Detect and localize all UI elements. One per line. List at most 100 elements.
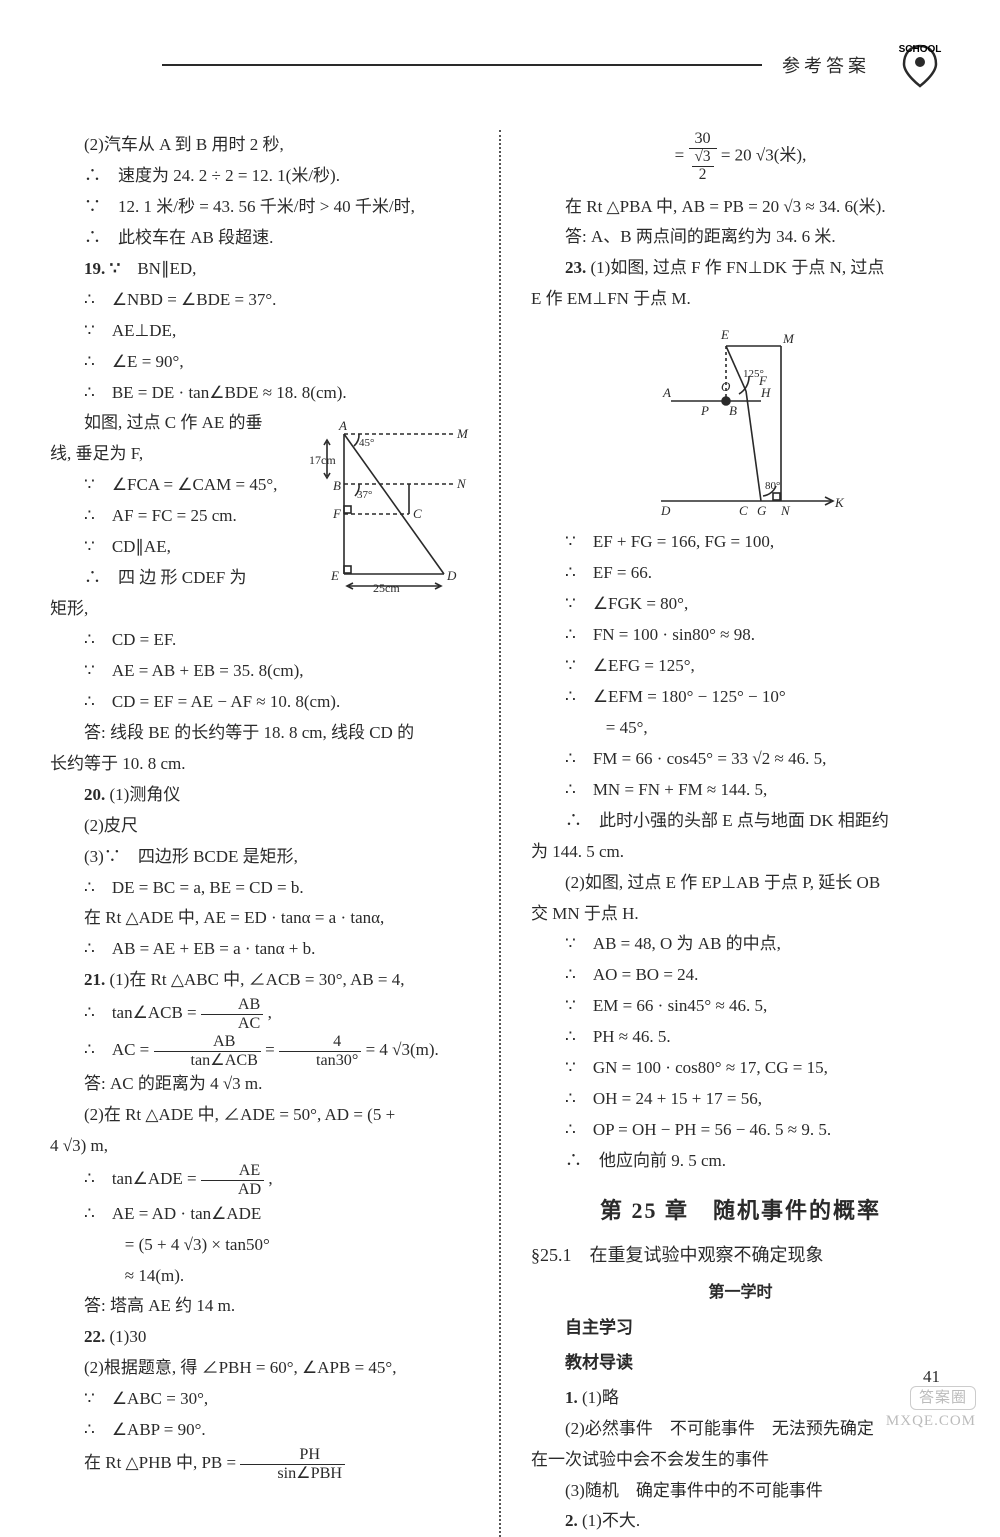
text-line: ∴ BE = DE · tan∠BDE ≈ 18. 8(cm). <box>50 378 469 409</box>
text-line: 23. (1)如图, 过点 F 作 FN⊥DK 于点 N, 过点 <box>531 253 950 284</box>
svg-text:D: D <box>446 568 457 583</box>
text-line: ∴ 此校车在 AB 段超速. <box>50 223 469 254</box>
text-line: ∴ DE = BC = a, BE = CD = b. <box>50 873 469 904</box>
text-line: 20. (1)测角仪 <box>50 780 469 811</box>
svg-text:45°: 45° <box>359 437 374 449</box>
svg-text:D: D <box>660 503 671 518</box>
fraction: 30 √32 <box>689 130 717 184</box>
header-title: 参考答案 <box>782 52 870 78</box>
text-line: ∴ 四 边 形 CDEF 为 <box>50 563 303 594</box>
left-column: (2)汽车从 A 到 B 用时 2 秒, ∴ 速度为 24. 2 ÷ 2 = 1… <box>50 130 479 1537</box>
fraction: ABtan∠ACB <box>154 1033 261 1070</box>
eq-line: ∴ tan∠ACB = ABAC , <box>50 996 469 1033</box>
text-line: = 45°, <box>531 713 950 744</box>
text-line: ∵ EM = 66 · sin45° ≈ 46. 5, <box>531 991 950 1022</box>
eq-line: ∴ AC = ABtan∠ACB = 4tan30° = 4 √3(m). <box>50 1033 469 1070</box>
geometry-diagram-2: E M A P B H O F D C G N K 125° 80° <box>631 321 851 521</box>
column-divider <box>499 130 501 1537</box>
text-span: = 20 √3(米), <box>721 146 807 165</box>
svg-text:C: C <box>413 506 422 521</box>
text-line: 在一次试验中会不会发生的事件 <box>531 1445 950 1476</box>
item-number: 20. <box>84 785 110 804</box>
text-line: ∴ ∠NBD = ∠BDE = 37°. <box>50 285 469 316</box>
text-line: 22. (1)30 <box>50 1322 469 1353</box>
text-line: (2)汽车从 A 到 B 用时 2 秒, <box>50 130 469 161</box>
school-logo-icon: SCHOOL <box>890 40 950 90</box>
text-span: (1)不大. <box>582 1511 640 1530</box>
text-line: ∵ AE = AB + EB = 35. 8(cm), <box>50 656 469 687</box>
item-number: 19. ∵ <box>84 259 137 278</box>
text-line: 答: A、B 两点间的距离约为 34. 6 米. <box>531 222 950 253</box>
text-line: ∴ AB = AE + EB = a · tanα + b. <box>50 934 469 965</box>
section-title: 在重复试验中观察不确定现象 <box>590 1245 824 1265</box>
text-line: ∵ ∠ABC = 30°, <box>50 1384 469 1415</box>
text-span: ∴ tan∠ACB = <box>84 1003 201 1022</box>
page-number: 41 <box>923 1367 940 1387</box>
text-line: ∵ AB = 48, O 为 AB 的中点, <box>531 929 950 960</box>
text-line: ∴ AO = BO = 24. <box>531 960 950 991</box>
text-line: 21. (1)在 Rt △ABC 中, ∠ACB = 30°, AB = 4, <box>50 965 469 996</box>
text-line: 交 MN 于点 H. <box>531 899 950 930</box>
header-rule <box>162 64 762 66</box>
text-line: ∵ EF + FG = 166, FG = 100, <box>531 527 950 558</box>
fraction: 4tan30° <box>279 1033 361 1070</box>
text-span: (1)如图, 过点 F 作 FN⊥DK 于点 N, 过点 <box>591 258 885 277</box>
watermark-url: MXQE.COM <box>886 1413 976 1429</box>
item-number: 1. <box>565 1388 582 1407</box>
svg-text:M: M <box>456 426 469 441</box>
text-line: ∴ AF = FC = 25 cm. <box>50 501 303 532</box>
svg-text:B: B <box>729 403 737 418</box>
text-line: ∴ 速度为 24. 2 ÷ 2 = 12. 1(米/秒). <box>50 161 469 192</box>
svg-text:SCHOOL: SCHOOL <box>899 44 942 55</box>
text-line: 19. ∵ BN∥ED, <box>50 254 469 285</box>
text-line: 2. (1)不大. <box>531 1506 950 1537</box>
svg-text:B: B <box>333 478 341 493</box>
svg-text:25cm: 25cm <box>373 581 400 594</box>
svg-text:125°: 125° <box>743 368 764 380</box>
text-line: 答: 塔高 AE 约 14 m. <box>50 1291 469 1322</box>
svg-text:37°: 37° <box>357 489 372 501</box>
text-line: ∵ AE⊥DE, <box>50 316 469 347</box>
text-line: (3)∵ 四边形 BCDE 是矩形, <box>50 842 469 873</box>
svg-text:A: A <box>338 418 347 433</box>
svg-text:E: E <box>720 327 729 342</box>
text-span: (1)略 <box>582 1388 619 1407</box>
text-line: ≈ 14(m). <box>50 1261 469 1292</box>
text-line: ∴ 他应向前 9. 5 cm. <box>531 1146 950 1177</box>
text-line: ∵ ∠EFG = 125°, <box>531 651 950 682</box>
text-span: (1)30 <box>110 1327 147 1346</box>
text-line: ∴ FM = 66 · cos45° = 33 √2 ≈ 46. 5, <box>531 744 950 775</box>
section-number: §25.1 <box>531 1245 572 1265</box>
text-span: , <box>268 1169 272 1188</box>
text-line: 长约等于 10. 8 cm. <box>50 749 469 780</box>
text-line: 答: 线段 BE 的长约等于 18. 8 cm, 线段 CD 的 <box>50 718 469 749</box>
item-number: 2. <box>565 1511 582 1530</box>
text-line: 如图, 过点 C 作 AE 的垂 <box>50 408 303 439</box>
text-line: ∴ OP = OH − PH = 56 − 46. 5 ≈ 9. 5. <box>531 1115 950 1146</box>
text-span: (1)测角仪 <box>110 785 181 804</box>
svg-text:N: N <box>780 503 791 518</box>
text-line: ∴ MN = FN + FM ≈ 144. 5, <box>531 775 950 806</box>
page-header: 参考答案 SCHOOL <box>162 40 950 90</box>
text-line: ∴ EF = 66. <box>531 558 950 589</box>
self-study-label: 自主学习 <box>531 1313 950 1344</box>
text-line: ∴ 此时小强的头部 E 点与地面 DK 相距约 <box>531 806 950 837</box>
svg-text:G: G <box>757 503 767 518</box>
chapter-title: 随机事件的概率 <box>713 1198 881 1223</box>
text-line: (2)如图, 过点 E 作 EP⊥AB 于点 P, 延长 OB <box>531 868 950 899</box>
text-line: ∵ 12. 1 米/秒 = 43. 56 千米/时 > 40 千米/时, <box>50 192 469 223</box>
svg-text:F: F <box>332 506 342 521</box>
svg-text:M: M <box>782 331 795 346</box>
text-line: 线, 垂足为 F, <box>50 439 303 470</box>
watermark-box: 答案圈 <box>910 1386 976 1410</box>
text-line: (2)在 Rt △ADE 中, ∠ADE = 50°, AD = (5 + <box>50 1100 469 1131</box>
text-line: ∴ ∠EFM = 180° − 125° − 10° <box>531 682 950 713</box>
item-number: 21. <box>84 970 110 989</box>
text-line: (3)随机 确定事件中的不可能事件 <box>531 1476 950 1507</box>
text-line: ∵ GN = 100 · cos80° ≈ 17, CG = 15, <box>531 1053 950 1084</box>
text-line: ∴ FN = 100 · sin80° ≈ 98. <box>531 620 950 651</box>
text-line: ∴ ∠E = 90°, <box>50 347 469 378</box>
svg-text:C: C <box>739 503 748 518</box>
text-line: 在 Rt △ADE 中, AE = ED · tanα = a · tanα, <box>50 903 469 934</box>
text-line: E 作 EM⊥FN 于点 M. <box>531 284 950 315</box>
